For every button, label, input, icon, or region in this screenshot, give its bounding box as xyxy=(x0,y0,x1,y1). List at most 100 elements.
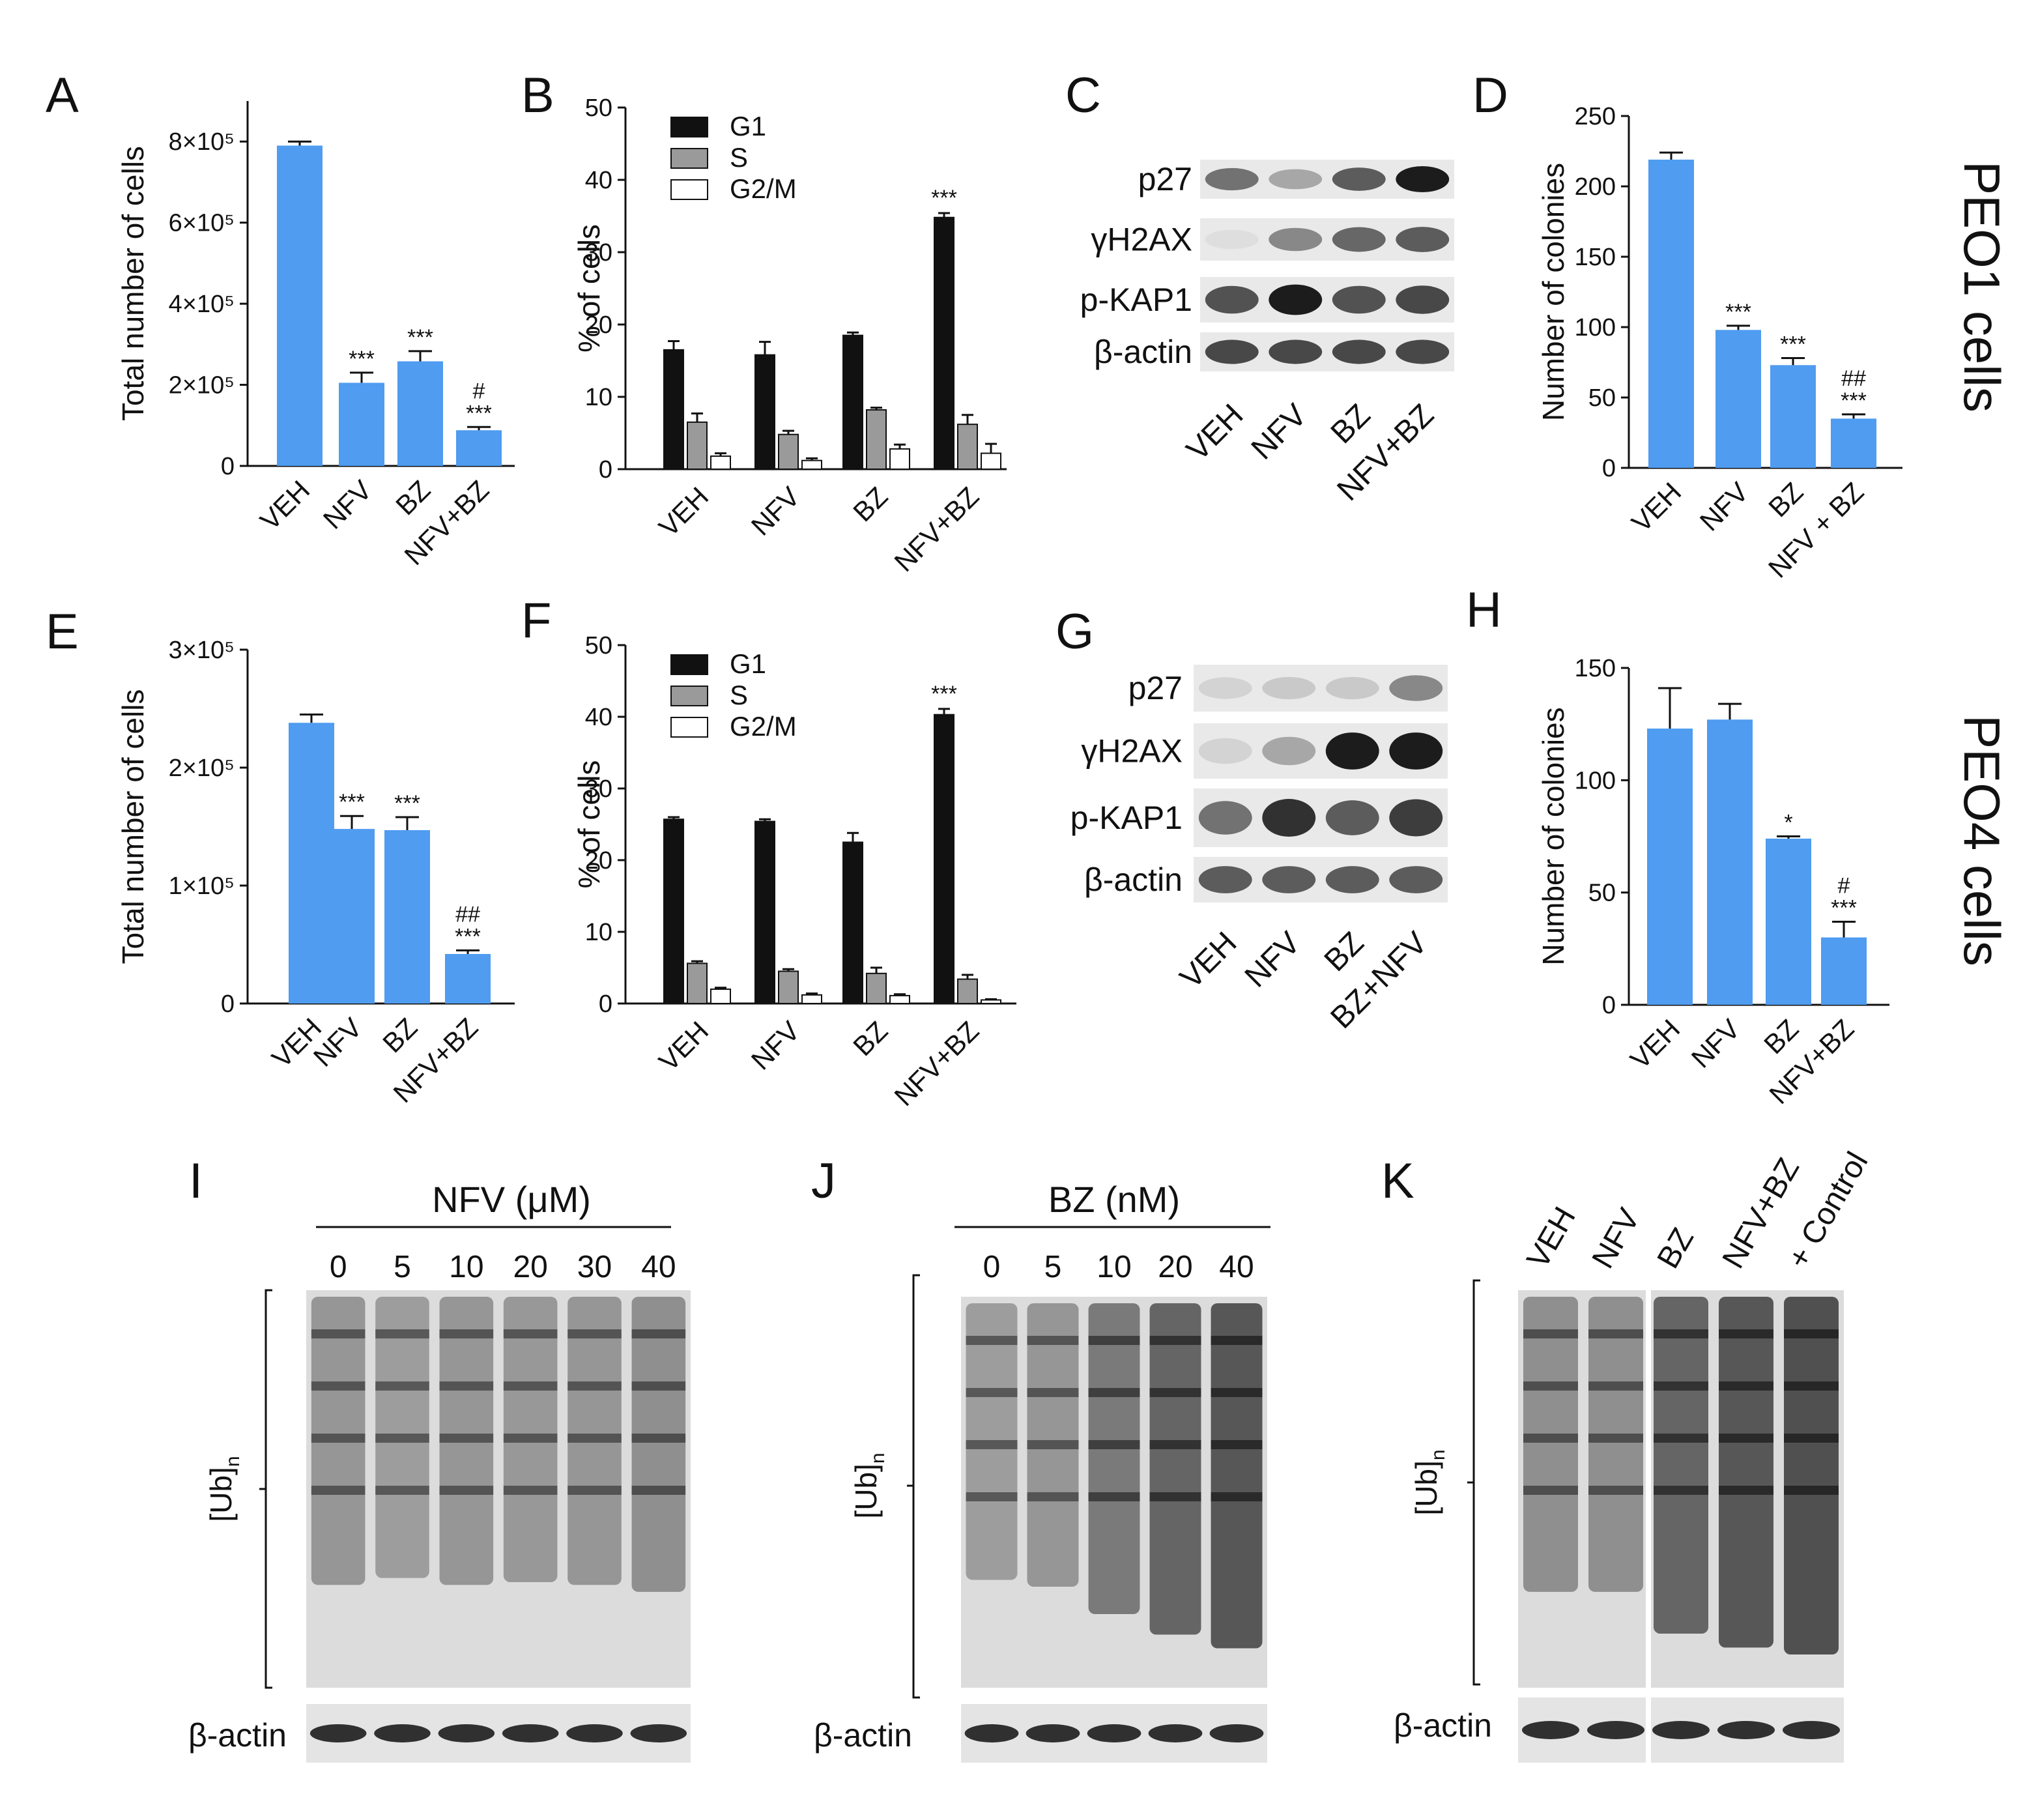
chart-f-legend-label: S xyxy=(730,680,748,710)
chart-f-ytick-label: 10 xyxy=(585,919,612,946)
blot-g-band xyxy=(1198,866,1252,893)
chart-f-category-label: BZ xyxy=(847,1015,893,1062)
blot-g-band xyxy=(1262,676,1316,700)
western-blot-k: VEH NFV BZ NFV+BZ+ Control [Ub]n β-actin xyxy=(1394,1146,1875,1763)
chart-h-bar xyxy=(1821,937,1867,1005)
chart-h-annotation: * xyxy=(1784,811,1792,835)
chart-d-ytick-label: 50 xyxy=(1588,384,1616,412)
blot-j-lane-label: 20 xyxy=(1158,1250,1192,1284)
blot-g-band xyxy=(1325,866,1379,893)
chart-b-legend-label: G2/M xyxy=(730,173,797,204)
blot-i-lane-label: 0 xyxy=(330,1250,347,1284)
chart-h-category-label: VEH xyxy=(1624,1013,1686,1075)
blot-k-band xyxy=(1784,1329,1839,1338)
chart-h-category-label: BZ xyxy=(1758,1013,1804,1060)
blot-j-band xyxy=(1149,1440,1201,1449)
blot-k-actin-lane xyxy=(1717,1721,1775,1739)
chart-a-bar xyxy=(339,383,384,466)
chart-e-bar xyxy=(445,953,491,1004)
chart-a-ytick-label: 4×10⁵ xyxy=(169,291,235,318)
chart-f-legend-swatch xyxy=(670,686,708,706)
blot-k-lane-labels: VEH NFV BZ NFV+BZ+ Control xyxy=(1521,1146,1875,1274)
chart-f-bar xyxy=(663,818,684,1005)
blot-j-actin-lane xyxy=(1087,1724,1141,1742)
blot-i-band xyxy=(439,1381,494,1391)
blot-i-smear xyxy=(375,1297,429,1578)
blot-i-band xyxy=(439,1486,494,1495)
chart-d-category-label: VEH xyxy=(1626,476,1687,538)
chart-f-legend-swatch xyxy=(670,654,708,675)
chart-f-bar xyxy=(801,994,822,1005)
blot-j-band xyxy=(1149,1388,1201,1397)
blot-k-band xyxy=(1719,1486,1773,1495)
blot-j-ub-label: [Ub]n xyxy=(849,1452,889,1518)
chart-a-annotation: *** xyxy=(349,347,375,371)
chart-f-annotation: *** xyxy=(931,682,957,706)
panel-label-g: G xyxy=(1055,604,1094,659)
chart-d-ytick-label: 0 xyxy=(1602,455,1616,482)
blot-i-lane-label: 10 xyxy=(449,1250,483,1284)
blot-k-ubiquitin-smear xyxy=(1518,1290,1844,1688)
blot-c-band xyxy=(1396,285,1450,314)
panel-label-d: D xyxy=(1472,68,1508,123)
blot-i-band xyxy=(311,1329,366,1338)
blot-c-row-label: p-KAP1 xyxy=(1080,282,1192,318)
blot-j-band xyxy=(1027,1388,1079,1397)
chart-e-ytick-label: 3×10⁵ xyxy=(169,637,235,664)
blot-k-actin-lane xyxy=(1783,1721,1840,1739)
blot-g-row-label: γH2AX xyxy=(1081,733,1183,770)
blot-i-smear xyxy=(631,1297,686,1592)
blot-i-band xyxy=(311,1486,366,1495)
row-label-peo1: PEO1 cells xyxy=(1953,161,2011,412)
chart-d-bar xyxy=(1831,418,1876,468)
blot-c-band xyxy=(1269,227,1323,252)
chart-b-bar xyxy=(934,216,954,470)
chart-f-legend-label: G1 xyxy=(730,648,766,679)
blot-j-band xyxy=(1149,1492,1201,1501)
chart-b-ylabel: % of cells xyxy=(572,224,606,353)
blot-i-band xyxy=(439,1329,494,1338)
chart-b-bar xyxy=(889,448,910,470)
chart-e-category-label: NFV xyxy=(308,1012,368,1073)
blot-i-band xyxy=(375,1329,429,1338)
panel-label-a: A xyxy=(46,68,79,123)
panel-label-i: I xyxy=(189,1153,203,1209)
blot-j-smear xyxy=(966,1303,1018,1580)
chart-e-annotation: *** xyxy=(394,791,420,816)
chart-h-bar xyxy=(1707,719,1753,1005)
blot-k-actin-lane xyxy=(1522,1721,1579,1739)
blot-k-band xyxy=(1654,1434,1708,1443)
panel-label-k: K xyxy=(1381,1153,1414,1209)
blot-j-band xyxy=(1211,1388,1263,1397)
blot-i-smear xyxy=(503,1297,558,1582)
chart-f-ytick-label: 20 xyxy=(585,847,612,874)
blot-k-band xyxy=(1523,1329,1578,1338)
chart-f-bar xyxy=(754,820,775,1004)
chart-b-bar xyxy=(957,424,978,470)
blot-i-band xyxy=(375,1381,429,1391)
blot-j-smear xyxy=(1149,1303,1201,1635)
chart-f-legend-swatch xyxy=(670,717,708,738)
chart-a-annotation: *** xyxy=(407,325,433,350)
blot-j-band xyxy=(1027,1336,1079,1345)
chart-a-ytick-label: 2×10⁵ xyxy=(169,372,235,399)
chart-e-category-label: BZ xyxy=(377,1012,423,1058)
chart-b-bar xyxy=(663,349,684,470)
blot-j-actin-label: β-actin xyxy=(814,1717,912,1754)
blot-i-band xyxy=(375,1486,429,1495)
panel-label-j: J xyxy=(811,1153,836,1209)
blot-k-band xyxy=(1719,1381,1773,1391)
western-blot-i: NFV (μM) 0 5 10 20 30 40 [Ub]n β-actin xyxy=(188,1179,691,1763)
blot-i-actin-lane xyxy=(438,1724,495,1742)
western-blot-j: BZ (nM) 0 5 10 20 40 [Ub]n β-actin xyxy=(814,1179,1270,1763)
chart-b-bar xyxy=(981,452,1001,470)
chart-h-annotation: # xyxy=(1838,873,1850,898)
chart-d-ytick-label: 200 xyxy=(1575,173,1616,201)
blot-k-smear xyxy=(1719,1297,1773,1648)
blot-i-lane-label: 40 xyxy=(641,1250,676,1284)
blot-c-band xyxy=(1332,227,1386,252)
chart-h-bar xyxy=(1766,838,1811,1005)
